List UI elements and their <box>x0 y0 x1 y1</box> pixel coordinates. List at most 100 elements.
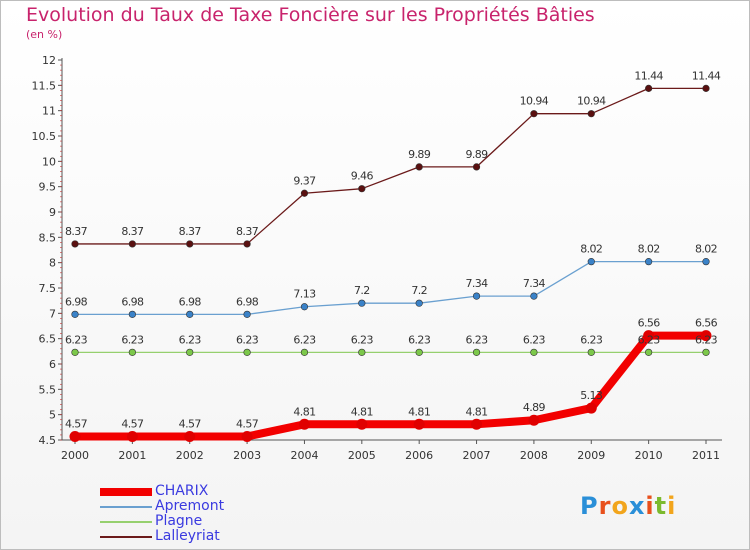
data-point-charix <box>69 430 81 442</box>
y-tick-label: 9.5 <box>39 181 57 194</box>
data-label-charix: 4.81 <box>293 405 315 418</box>
data-point-charix <box>184 430 196 442</box>
x-tick-label: 2007 <box>463 449 491 462</box>
data-point-plagne <box>702 348 710 356</box>
data-point-lalleyriat <box>645 84 653 92</box>
data-point-charix <box>643 330 655 342</box>
data-point-apremont <box>472 292 481 300</box>
y-tick-label: 6.5 <box>39 333 57 346</box>
data-point-apremont <box>300 303 309 311</box>
data-label-plagne: 6.23 <box>638 333 661 346</box>
data-label-apremont: 7.2 <box>354 284 370 297</box>
data-label-plagne: 6.23 <box>465 333 488 346</box>
data-label-apremont: 6.98 <box>65 295 88 308</box>
data-label-plagne: 6.23 <box>695 333 718 346</box>
y-tick-label: 8.5 <box>39 231 57 244</box>
logo-letter: o <box>611 492 629 520</box>
data-point-lalleyriat <box>243 240 251 248</box>
data-label-lalleyriat: 9.46 <box>351 170 374 183</box>
logo-letter: i <box>645 492 655 520</box>
data-point-charix <box>126 430 138 442</box>
data-point-lalleyriat <box>358 185 366 193</box>
data-point-lalleyriat <box>300 189 309 197</box>
x-tick-label: 2011 <box>692 449 720 462</box>
logo-letter: i <box>667 492 677 520</box>
chart-title: Evolution du Taux de Taxe Foncière sur l… <box>26 4 595 26</box>
x-tick-label: 2009 <box>577 449 605 462</box>
data-label-apremont: 6.98 <box>236 295 259 308</box>
data-point-lalleyriat <box>71 240 79 248</box>
data-point-plagne <box>186 348 194 356</box>
y-tick-label: 10.5 <box>32 130 57 143</box>
x-tick-label: 2004 <box>290 449 318 462</box>
data-label-plagne: 6.23 <box>580 333 603 346</box>
legend-swatch <box>100 521 152 523</box>
proxiti-logo: Proxiti <box>580 492 676 520</box>
series-line-charix <box>71 331 710 441</box>
y-tick-label: 5 <box>49 409 56 422</box>
data-point-charix <box>700 330 712 342</box>
series-line-apremont <box>74 261 707 315</box>
data-label-apremont: 6.98 <box>121 295 144 308</box>
legend-label: CHARIX <box>155 483 209 499</box>
y-tick-label: 12 <box>42 54 56 67</box>
data-point-plagne <box>645 348 653 356</box>
data-label-lalleyriat: 11.44 <box>634 69 663 82</box>
y-tick-label: 7 <box>49 307 56 320</box>
data-label-charix: 4.81 <box>408 405 430 418</box>
data-label-lalleyriat: 10.94 <box>577 95 606 108</box>
data-label-plagne: 6.23 <box>293 333 316 346</box>
data-point-lalleyriat <box>128 240 136 248</box>
logo-letter: r <box>598 492 612 520</box>
x-tick-label: 2005 <box>348 449 376 462</box>
data-label-charix: 4.89 <box>523 401 546 414</box>
data-label-apremont: 6.98 <box>179 295 202 308</box>
series-line-lalleyriat <box>74 87 707 245</box>
data-point-charix <box>528 414 540 426</box>
data-point-charix <box>241 430 253 442</box>
data-label-apremont: 7.34 <box>465 277 488 290</box>
data-label-plagne: 6.23 <box>408 333 431 346</box>
data-label-lalleyriat: 11.44 <box>692 69 721 82</box>
data-label-lalleyriat: 10.94 <box>520 95 549 108</box>
data-point-plagne <box>472 348 481 356</box>
legend-label: Plagne <box>155 513 203 529</box>
data-label-lalleyriat: 8.37 <box>121 225 144 238</box>
data-label-charix: 4.57 <box>179 417 202 430</box>
data-label-charix: 6.56 <box>695 317 718 330</box>
logo-letter: t <box>654 492 668 520</box>
data-point-lalleyriat <box>587 110 595 118</box>
data-point-lalleyriat <box>415 163 423 171</box>
data-point-charix <box>413 418 425 430</box>
y-tick-label: 10 <box>42 155 56 168</box>
y-tick-label: 4.5 <box>39 434 57 447</box>
data-point-apremont <box>587 258 595 266</box>
data-point-plagne <box>587 348 595 356</box>
data-point-plagne <box>300 348 309 356</box>
data-label-charix: 5.13 <box>580 389 603 402</box>
data-point-lalleyriat <box>472 163 481 171</box>
data-point-apremont <box>71 310 79 318</box>
data-label-apremont: 8.02 <box>638 243 660 256</box>
legend-swatch <box>100 506 152 508</box>
data-point-plagne <box>128 348 136 356</box>
data-label-plagne: 6.23 <box>121 333 144 346</box>
data-point-plagne <box>415 348 423 356</box>
logo-letter: P <box>580 492 599 520</box>
data-label-plagne: 6.23 <box>65 333 88 346</box>
data-point-charix <box>471 418 483 430</box>
data-label-apremont: 8.02 <box>695 243 717 256</box>
data-point-lalleyriat <box>186 240 194 248</box>
legend-label: Lalleyriat <box>155 528 220 544</box>
data-point-apremont <box>530 292 538 300</box>
data-label-charix: 4.81 <box>465 405 487 418</box>
x-tick-label: 2000 <box>61 449 89 462</box>
y-tick-label: 9 <box>49 206 56 219</box>
y-tick-label: 7.5 <box>39 282 57 295</box>
data-point-plagne <box>243 348 251 356</box>
legend-swatch <box>100 536 152 538</box>
data-label-plagne: 6.23 <box>523 333 546 346</box>
data-label-charix: 4.57 <box>121 417 144 430</box>
data-point-plagne <box>358 348 366 356</box>
